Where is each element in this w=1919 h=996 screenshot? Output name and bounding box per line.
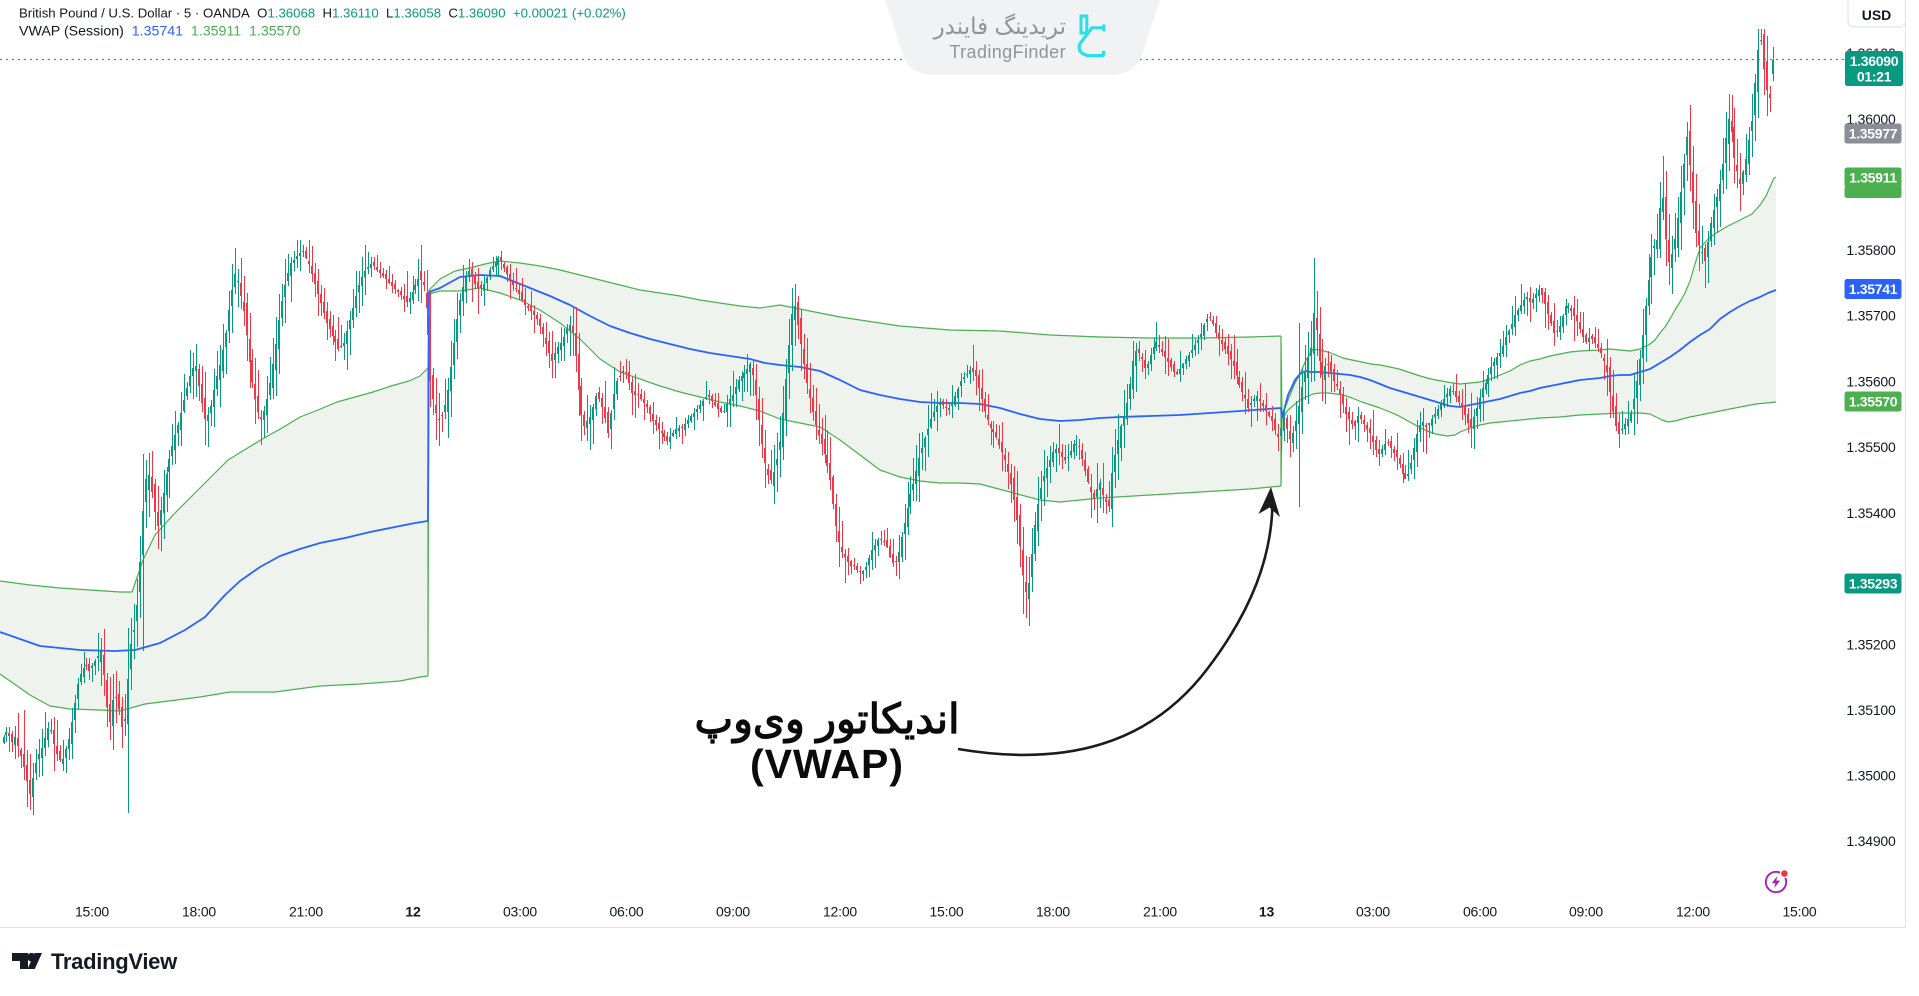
- svg-text:British Pound / U.S. Dollar ·: British Pound / U.S. Dollar · 5 · OANDA …: [19, 6, 626, 21]
- svg-text:1.35500: 1.35500: [1846, 439, 1896, 455]
- svg-text:15:00: 15:00: [75, 904, 109, 920]
- svg-text:USD: USD: [1862, 7, 1892, 23]
- svg-text:18:00: 18:00: [1036, 904, 1070, 920]
- svg-text:VWAP (Session) 1.35741 1.359: VWAP (Session) 1.35741 1.35911 1.35570: [19, 24, 300, 40]
- svg-text:1.35700: 1.35700: [1846, 308, 1896, 324]
- svg-text:09:00: 09:00: [716, 904, 750, 920]
- svg-text:TradingFinder: TradingFinder: [949, 42, 1066, 62]
- svg-text:03:00: 03:00: [503, 904, 537, 920]
- svg-text:13: 13: [1259, 904, 1275, 920]
- svg-text:06:00: 06:00: [609, 904, 643, 920]
- svg-text:1.35100: 1.35100: [1846, 702, 1896, 718]
- svg-text:تریدینگ فایندر: تریدینگ فایندر: [933, 13, 1066, 40]
- svg-text:1.35741: 1.35741: [1849, 281, 1898, 297]
- svg-text:1.34900: 1.34900: [1846, 833, 1896, 849]
- svg-text:1.35977: 1.35977: [1849, 126, 1898, 142]
- svg-text:18:00: 18:00: [182, 904, 216, 920]
- svg-text:1.35570: 1.35570: [1849, 394, 1898, 410]
- svg-text:1.35911: 1.35911: [1849, 170, 1897, 186]
- svg-text:09:00: 09:00: [1569, 904, 1603, 920]
- svg-text:15:00: 15:00: [1782, 904, 1816, 920]
- svg-text:12:00: 12:00: [1676, 904, 1710, 920]
- svg-text:15:00: 15:00: [929, 904, 963, 920]
- svg-text:03:00: 03:00: [1356, 904, 1390, 920]
- svg-text:12: 12: [405, 904, 421, 920]
- svg-text:1.35600: 1.35600: [1846, 374, 1896, 390]
- svg-text:1.36000: 1.36000: [1846, 111, 1896, 127]
- svg-text:21:00: 21:00: [1143, 904, 1177, 920]
- svg-text:TradingView: TradingView: [51, 949, 178, 974]
- svg-text:1.35800: 1.35800: [1846, 242, 1896, 258]
- svg-text:1.36090: 1.36090: [1850, 53, 1899, 69]
- svg-text:اندیکاتور وی‌وپ: اندیکاتور وی‌وپ: [695, 696, 960, 744]
- svg-text:12:00: 12:00: [823, 904, 857, 920]
- svg-text:01:21: 01:21: [1857, 69, 1892, 85]
- svg-text:1.35293: 1.35293: [1849, 576, 1898, 592]
- svg-text:(VWAP): (VWAP): [750, 741, 904, 787]
- svg-text:21:00: 21:00: [289, 904, 323, 920]
- svg-text:1.35000: 1.35000: [1846, 768, 1896, 784]
- svg-text:1.35400: 1.35400: [1846, 505, 1896, 521]
- svg-text:06:00: 06:00: [1463, 904, 1497, 920]
- svg-text:1.35200: 1.35200: [1846, 637, 1896, 653]
